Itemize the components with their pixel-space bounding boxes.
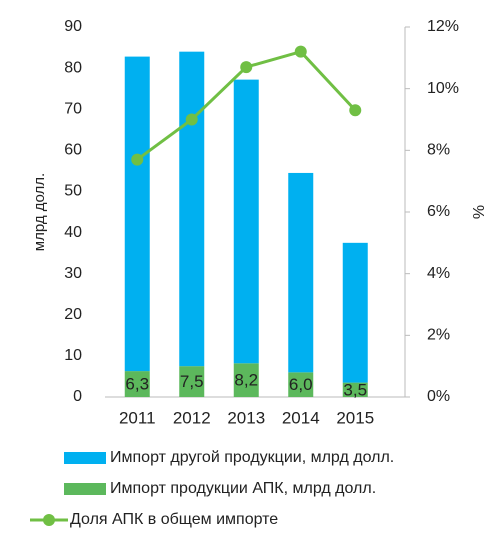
bar-segment — [179, 366, 205, 397]
bar-segment — [342, 242, 368, 383]
y-tick-label: 90 — [64, 18, 82, 35]
bar-segment — [233, 79, 259, 364]
y-tick-label: 10 — [64, 347, 82, 364]
x-tick-label: 2012 — [173, 408, 211, 427]
line-marker — [294, 45, 307, 58]
legend-label: Импорт другой продукции, млрд долл. — [110, 449, 394, 466]
value-label: 3,5 — [343, 380, 367, 399]
bar-segment — [288, 172, 314, 373]
x-tick-label: 2013 — [227, 408, 265, 427]
y2-tick-label: 2% — [427, 327, 450, 344]
bar-segment — [288, 372, 314, 397]
y-tick-label: 80 — [64, 59, 82, 76]
value-label: 7,5 — [180, 372, 204, 391]
line-marker — [349, 104, 362, 117]
bar-segment — [342, 382, 368, 397]
y-tick-label: 40 — [64, 224, 82, 241]
y2-tick-label: 0% — [427, 388, 450, 405]
y2-axis-label: % — [471, 205, 488, 219]
y-tick-label: 60 — [64, 142, 82, 159]
line-marker — [185, 113, 198, 126]
bar-segment — [124, 371, 150, 397]
legend-label: Импорт продукции АПК, млрд долл. — [110, 480, 376, 497]
x-tick-label: 2011 — [119, 408, 156, 427]
bar-segment — [233, 363, 259, 397]
y-tick-label: 20 — [64, 306, 82, 323]
y2-tick-label: 4% — [427, 265, 450, 282]
x-tick-label: 2014 — [282, 408, 320, 427]
value-label: 6,3 — [125, 375, 149, 394]
bar-segment — [179, 51, 205, 367]
legend-label: Доля АПК в общем импорте — [70, 511, 278, 528]
bar-segment — [124, 56, 150, 372]
value-label: 8,2 — [234, 371, 258, 390]
y2-tick-label: 10% — [427, 80, 459, 97]
y-axis-label: млрд долл. — [31, 173, 48, 251]
legend-marker — [43, 514, 55, 526]
y2-tick-label: 6% — [427, 203, 450, 220]
line-marker — [240, 61, 253, 74]
y-tick-label: 0 — [73, 388, 82, 405]
y-tick-label: 50 — [64, 183, 82, 200]
line-marker — [131, 153, 144, 166]
y2-tick-label: 12% — [427, 18, 459, 35]
legend-swatch — [64, 483, 106, 495]
value-label: 6,0 — [289, 375, 313, 394]
y-tick-label: 30 — [64, 265, 82, 282]
legend-swatch — [64, 452, 106, 464]
y2-tick-label: 8% — [427, 142, 450, 159]
x-tick-label: 2015 — [336, 408, 374, 427]
y-tick-label: 70 — [64, 100, 82, 117]
